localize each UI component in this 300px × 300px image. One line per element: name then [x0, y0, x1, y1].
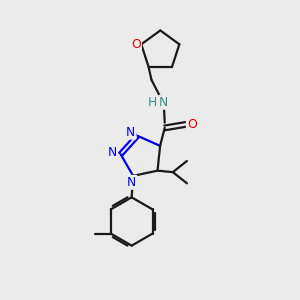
Text: N: N — [159, 96, 169, 109]
Text: O: O — [131, 38, 141, 51]
Text: N: N — [127, 176, 136, 189]
Text: H: H — [147, 96, 157, 109]
Text: N: N — [126, 126, 136, 139]
Text: O: O — [187, 118, 197, 131]
Text: N: N — [108, 146, 117, 159]
